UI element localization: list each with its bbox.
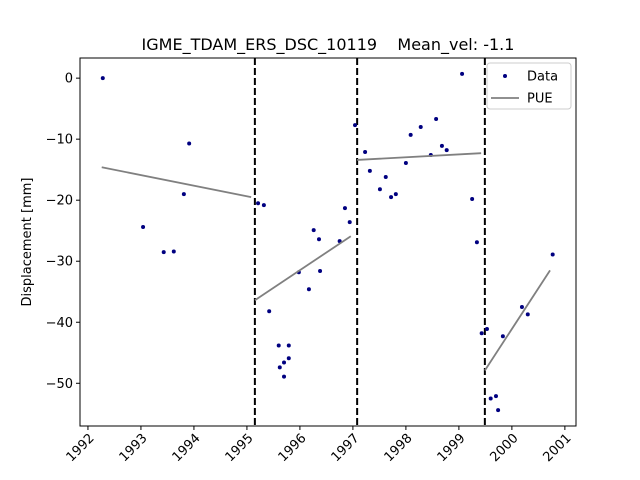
data-point [383, 175, 388, 180]
data-point [519, 304, 524, 309]
y-tick-label: −40 [46, 316, 73, 331]
data-point [439, 143, 444, 148]
data-point [418, 124, 423, 129]
data-point [306, 287, 311, 292]
data-point [479, 331, 484, 336]
data-point [550, 252, 555, 257]
data-point [141, 225, 146, 230]
y-tick-label: −30 [46, 255, 73, 270]
data-point [434, 117, 439, 122]
data-point [377, 187, 382, 192]
data-point [493, 394, 498, 399]
data-point [318, 268, 323, 273]
data-point [367, 168, 372, 173]
data-point [100, 76, 105, 81]
data-point [256, 201, 261, 206]
data-point [393, 192, 398, 197]
data-point [403, 160, 408, 165]
data-point [261, 203, 266, 208]
y-tick-label: −20 [46, 194, 73, 209]
data-point [470, 196, 475, 201]
data-point [286, 356, 291, 361]
data-point [316, 237, 321, 242]
data-point [276, 343, 281, 348]
legend-label: PUE [527, 92, 553, 107]
data-point [389, 195, 394, 200]
data-point [460, 71, 465, 76]
data-point [286, 343, 291, 348]
data-point [277, 365, 282, 370]
data-point [500, 334, 505, 339]
data-point [525, 312, 530, 317]
data-point [347, 220, 352, 225]
legend-label: Data [527, 70, 558, 85]
data-point [282, 360, 287, 365]
legend-marker [503, 74, 507, 78]
data-point [488, 396, 493, 401]
y-tick-label: 0 [65, 72, 73, 87]
y-tick-label: −50 [46, 377, 73, 392]
chart-title: IGME_TDAM_ERS_DSC_10119 Mean_vel: -1.1 [142, 35, 515, 55]
data-point [408, 132, 413, 137]
fit-line [101, 152, 551, 371]
data-point [496, 408, 501, 413]
data-point [474, 240, 479, 245]
data-point [161, 250, 166, 255]
axes-frame [79, 57, 577, 427]
y-axis-label: Displacement [mm] [20, 178, 35, 307]
y-tick-label: −10 [46, 133, 73, 148]
data-point [187, 141, 192, 146]
data-point [363, 149, 368, 154]
data-point [181, 192, 186, 197]
data-point [311, 228, 316, 233]
data-point [282, 374, 287, 379]
data-point [353, 123, 358, 128]
data-point [171, 249, 176, 254]
data-point [342, 206, 347, 211]
data-point [484, 326, 489, 331]
data-point [267, 309, 272, 314]
data-point [444, 148, 449, 153]
